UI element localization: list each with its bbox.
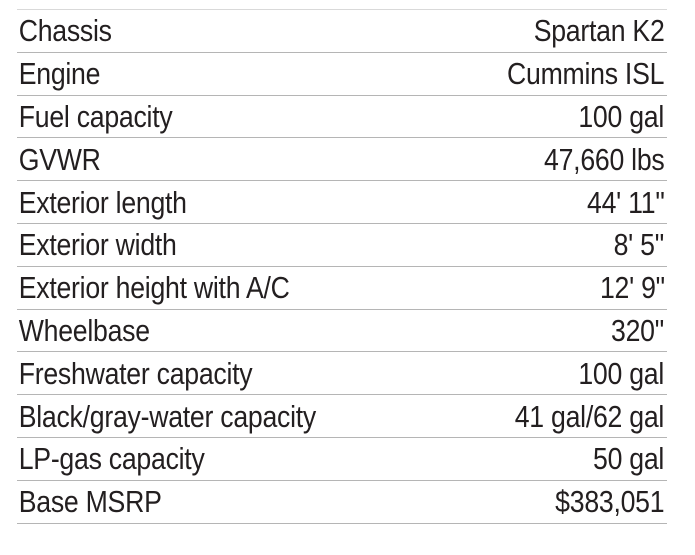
spec-value: 12' 9" [599, 270, 665, 306]
spec-label: Base MSRP [18, 484, 162, 520]
spec-label: Fuel capacity [18, 98, 173, 134]
spec-row-base-msrp: Base MSRP $383,051 [17, 481, 667, 524]
spec-value: $383,051 [555, 484, 665, 520]
spec-value: 8' 5" [614, 227, 665, 263]
spec-label: Engine [18, 56, 101, 92]
spec-row-exterior-height: Exterior height with A/C 12' 9" [17, 267, 667, 310]
spec-value: 100 gal [578, 355, 665, 391]
spec-row-freshwater-capacity: Freshwater capacity 100 gal [17, 352, 667, 396]
spec-row-black-gray-water-capacity: Black/gray-water capacity 41 gal/62 gal [17, 395, 667, 438]
spec-row-chassis: Chassis Spartan K2 [17, 10, 667, 53]
spec-value: 41 gal/62 gal [515, 398, 665, 434]
spec-row-engine: Engine Cummins ISL [17, 53, 667, 96]
spec-label: Exterior height with A/C [18, 270, 290, 306]
spec-value: 100 gal [578, 98, 665, 134]
spec-row-exterior-width: Exterior width 8' 5" [17, 224, 667, 267]
spec-label: LP-gas capacity [18, 441, 205, 477]
spec-value: Cummins ISL [507, 56, 665, 92]
spec-value: 50 gal [593, 441, 665, 477]
spec-value: 47,660 lbs [543, 141, 665, 177]
spec-label: GVWR [18, 141, 101, 177]
spec-row-lp-gas-capacity: LP-gas capacity 50 gal [17, 438, 667, 481]
spec-label: Exterior length [18, 184, 187, 220]
spec-row-fuel-capacity: Fuel capacity 100 gal [17, 96, 667, 139]
spec-value: Spartan K2 [533, 13, 665, 49]
spec-table: Chassis Spartan K2 Engine Cummins ISL Fu… [17, 9, 667, 524]
spec-row-wheelbase: Wheelbase 320" [17, 310, 667, 353]
spec-label: Wheelbase [18, 312, 150, 348]
spec-value: 44' 11" [586, 184, 665, 220]
spec-label: Freshwater capacity [18, 355, 253, 391]
spec-row-exterior-length: Exterior length 44' 11" [17, 181, 667, 224]
spec-label: Exterior width [18, 227, 177, 263]
spec-row-gvwr: GVWR 47,660 lbs [17, 138, 667, 182]
spec-label: Chassis [18, 13, 112, 49]
spec-label: Black/gray-water capacity [18, 398, 317, 434]
spec-value: 320" [611, 312, 665, 348]
